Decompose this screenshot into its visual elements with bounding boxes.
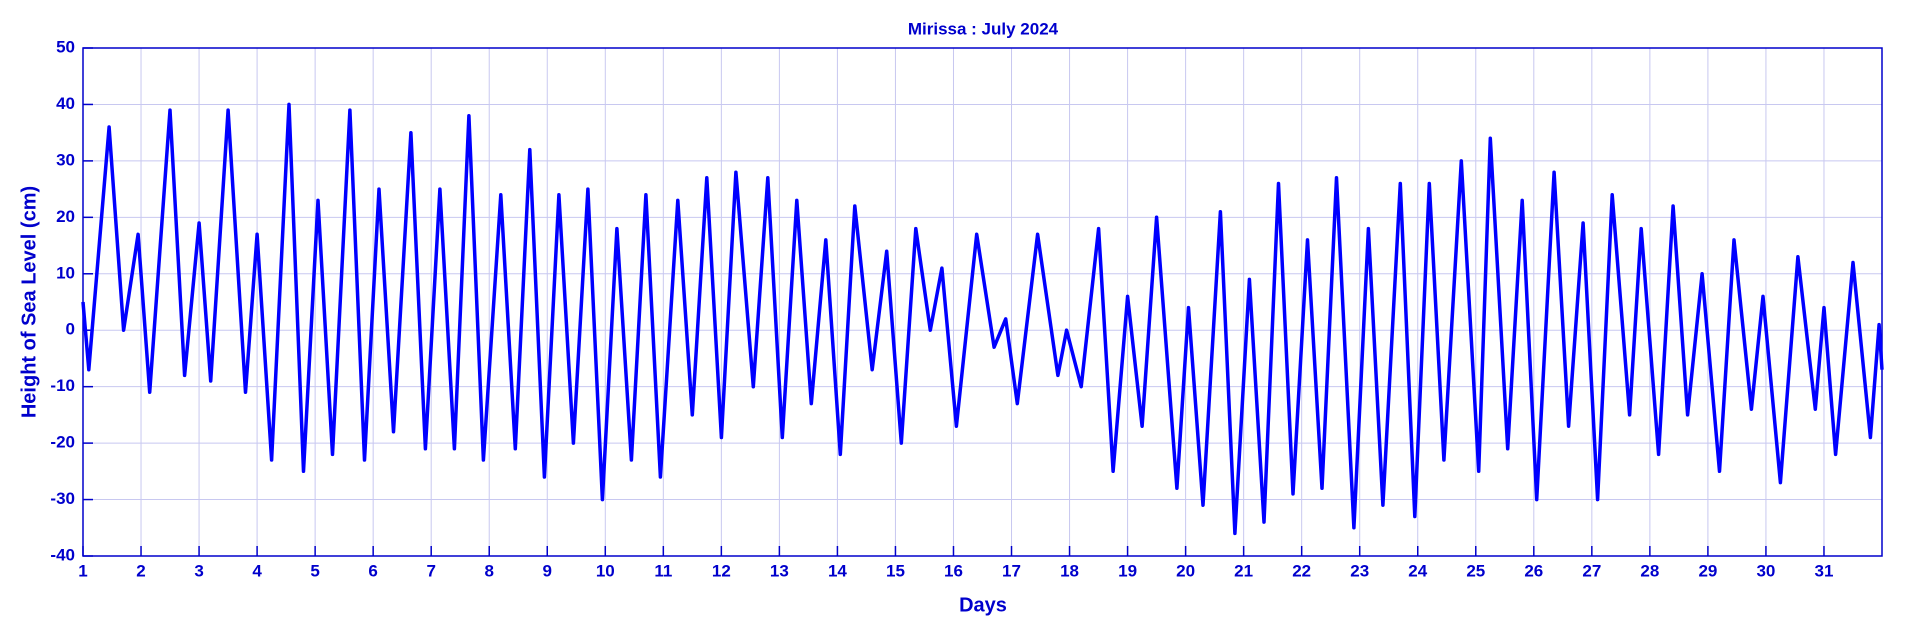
x-tick-label: 30 xyxy=(1756,561,1775,580)
x-tick-label: 26 xyxy=(1524,561,1543,580)
x-tick-label: 12 xyxy=(712,561,731,580)
y-tick-label: 40 xyxy=(56,94,75,113)
x-tick-label: 16 xyxy=(944,561,963,580)
x-tick-label: 10 xyxy=(596,561,615,580)
x-tick-label: 8 xyxy=(484,561,493,580)
x-tick-label: 18 xyxy=(1060,561,1079,580)
x-axis-label: Days xyxy=(959,594,1007,616)
y-tick-label: 10 xyxy=(56,263,75,282)
y-tick-label: 0 xyxy=(66,320,75,339)
y-tick-label: 30 xyxy=(56,150,75,169)
sea-level-line xyxy=(81,102,1884,536)
x-tick-label: 24 xyxy=(1408,561,1427,580)
x-tick-label: 4 xyxy=(252,561,262,580)
x-tick-label: 22 xyxy=(1292,561,1311,580)
x-tick-label: 5 xyxy=(310,561,319,580)
x-tick-label: 2 xyxy=(136,561,145,580)
x-tick-label: 28 xyxy=(1640,561,1659,580)
x-tick-label: 21 xyxy=(1234,561,1253,580)
y-tick-label: 20 xyxy=(56,207,75,226)
x-tick-label: 23 xyxy=(1350,561,1369,580)
x-tick-label: 1 xyxy=(78,561,87,580)
y-tick-label: 50 xyxy=(56,37,75,56)
x-tick-label: 31 xyxy=(1815,561,1834,580)
x-tick-label: 14 xyxy=(828,561,847,580)
y-axis-label: Height of Sea Level (cm) xyxy=(18,186,40,418)
x-tick-label: 13 xyxy=(770,561,789,580)
x-tick-label: 25 xyxy=(1466,561,1485,580)
x-tick-label: 6 xyxy=(368,561,377,580)
x-tick-label: 11 xyxy=(654,561,672,580)
x-tick-label: 7 xyxy=(426,561,435,580)
y-tick-label: -30 xyxy=(50,489,75,508)
x-tick-label: 17 xyxy=(1002,561,1021,580)
x-tick-label: 19 xyxy=(1118,561,1137,580)
x-tick-label: 9 xyxy=(543,561,552,580)
y-tick-label: -20 xyxy=(50,433,75,452)
x-tick-label: 15 xyxy=(886,561,905,580)
x-tick-label: 29 xyxy=(1698,561,1717,580)
chart-title: Mirissa : July 2024 xyxy=(908,19,1059,38)
x-tick-label: 3 xyxy=(194,561,203,580)
plot-frame xyxy=(82,47,1883,557)
y-tick-label: -40 xyxy=(50,545,75,564)
y-tick-label: -10 xyxy=(50,376,75,395)
x-tick-label: 20 xyxy=(1176,561,1195,580)
x-tick-label: 27 xyxy=(1582,561,1601,580)
